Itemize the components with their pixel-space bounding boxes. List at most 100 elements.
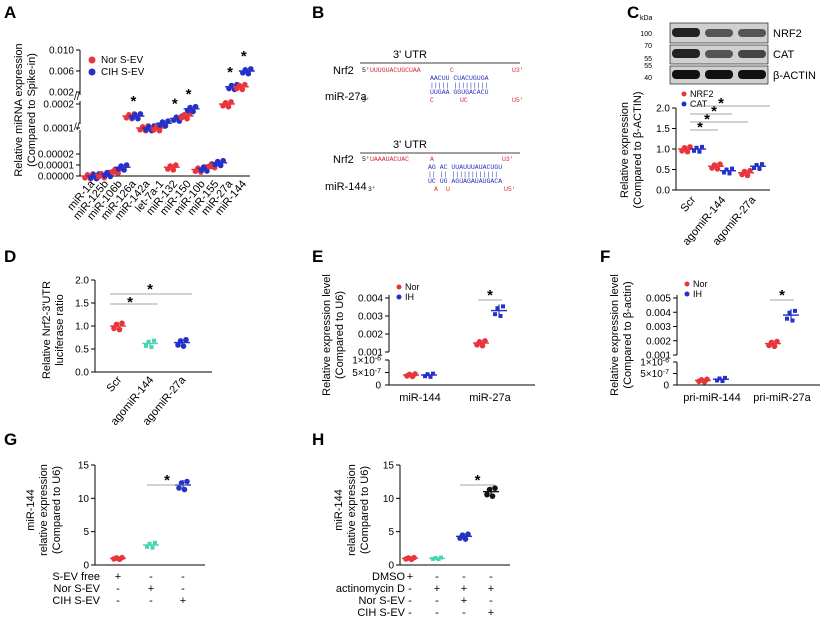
panel-b-botb-1: UC [460, 97, 468, 104]
h-row-mark: + [488, 607, 494, 619]
panel-c-marker-1: 100 [640, 31, 652, 38]
panel-b-mid3-2: UC UG AGUAGAUAUGACA [428, 178, 502, 185]
panel-c-marker-4: 55 [644, 63, 652, 70]
e-ih-point [501, 304, 505, 309]
e-ih-point [493, 312, 497, 317]
panel-b-three-1: 3' [362, 97, 370, 104]
panel-c-ytick: 1.0 [656, 145, 670, 156]
h-group-point [411, 554, 417, 561]
panel-b-utr-1: 3' UTR [393, 49, 427, 61]
panel-d-ytick: 0.0 [75, 368, 89, 379]
e-xlabel: miR-27a [469, 392, 511, 404]
panel-c-chart: kDa 100 70 55 55 40 NRF2 CAT β-ACTIN Rel… [619, 15, 816, 248]
panel-g-chart: miR-144 relative expression (Compared to… [25, 461, 205, 607]
panel-c-cat-point [754, 163, 759, 168]
panel-a-legend-cih: CIH S-EV [101, 67, 145, 78]
h-ytick: 0 [388, 561, 394, 572]
panel-c-cat-point [724, 167, 729, 172]
h-row-mark: - [408, 583, 412, 595]
e-ih-point [431, 371, 435, 376]
panel-a-nor-point [222, 100, 229, 106]
panel-d-group-point [116, 326, 123, 333]
h-row-mark: - [489, 595, 493, 607]
panel-d-group-point [149, 345, 154, 350]
panel-b-mirna-2: miR-144 [325, 181, 367, 193]
panel-b-topgap-2: A [430, 156, 434, 163]
panel-d-ylabel-1: Relative Nrf2-3'UTR [41, 281, 53, 379]
h-row-mark: - [408, 607, 412, 619]
panel-c-kda: kDa [640, 15, 653, 22]
panel-a-ytick: 0.010 [49, 46, 74, 57]
panel-a-cih-point [135, 115, 141, 122]
svg-text://: // [74, 122, 80, 133]
h-row-mark: + [488, 583, 494, 595]
panel-a-star: * [172, 95, 178, 112]
panel-d-ytick: 2.0 [75, 276, 89, 287]
panel-c-cat-point [760, 162, 764, 167]
h-row-label: DMSO [372, 571, 405, 583]
panel-a-cih-point [104, 169, 111, 176]
h-row-mark: + [461, 583, 467, 595]
panel-a-cih-point [123, 162, 130, 168]
f-ytick-low: 1×10-6 [640, 357, 669, 369]
panel-f-ylabel-2: (Compared to β-actin) [622, 281, 634, 388]
e-ytick-low: 0 [375, 381, 381, 392]
panel-a-cih-point [159, 119, 166, 125]
panel-e-legend-ih-dot [396, 294, 402, 300]
panel-a-cih-point [248, 66, 254, 72]
panel-a-cih-point [90, 172, 97, 178]
f-ytick-high: 0.001 [646, 351, 671, 362]
panel-b-mirna-1: miR-27a [325, 91, 367, 103]
panel-a-star: * [186, 86, 192, 103]
panel-b-gene-2: Nrf2 [333, 154, 354, 166]
g-group-point [181, 486, 188, 493]
panel-d-group-point [119, 320, 125, 327]
panel-a-nor-point [115, 170, 121, 176]
f-ih-point [787, 310, 792, 315]
panel-b-top-1: UUUGUACUGCUAA [370, 67, 421, 74]
h-row-label: CIH S-EV [357, 607, 405, 619]
h-row-mark: - [408, 595, 412, 607]
f-ytick-high: 0.004 [646, 308, 671, 319]
panel-g-ylabel-2: relative expression [38, 464, 50, 556]
e-ytick-high: 0.001 [358, 348, 383, 359]
panel-c-nrf2-point [747, 167, 753, 174]
panel-letter-h: H [312, 430, 324, 449]
panel-a-star: * [227, 64, 233, 81]
h-group-point [489, 493, 496, 499]
g-row-mark: - [116, 595, 120, 607]
panel-d-group-point [144, 343, 148, 348]
g-row-mark: + [148, 583, 154, 595]
g-row-mark: - [149, 571, 153, 583]
panel-c-star: * [704, 111, 710, 128]
g-group-point [176, 485, 182, 491]
f-xlabel: pri-miR-144 [683, 392, 740, 404]
g-row-label: Nor S-EV [54, 583, 101, 595]
f-nor-point [771, 343, 778, 350]
panel-c-ylabel-2: (Compared to β-ACTIN) [632, 92, 644, 209]
f-ytick-high: 0.003 [646, 322, 671, 333]
panel-c-cat-point [694, 145, 699, 150]
panel-c-cat-point [697, 149, 702, 154]
g-group-point [153, 540, 157, 545]
h-row-mark: + [434, 583, 440, 595]
panel-c-legend-nrf2-dot [681, 91, 687, 97]
g-ytick: 15 [78, 461, 90, 472]
g-row-label: S-EV free [52, 571, 100, 583]
panel-letter-c: C [627, 3, 639, 22]
panel-b-five-2: 5' [362, 156, 370, 163]
h-group-point [465, 531, 471, 538]
panel-d-group-point [180, 343, 187, 349]
panel-c-legend-cat-dot [681, 101, 687, 107]
h-row-mark: - [435, 571, 439, 583]
panel-a-cih-point [137, 111, 144, 117]
panel-c-legend-nrf2: NRF2 [690, 89, 714, 99]
panel-a-nor-point [170, 167, 177, 173]
panel-b-mid2-2: || || |||||||||||| [428, 171, 498, 178]
panel-c-band-nrf2: NRF2 [773, 28, 802, 40]
panel-b-topend-2: U3' [502, 156, 514, 163]
g-ytick: 10 [78, 494, 90, 505]
g-group-point [145, 544, 149, 549]
g-row-mark: - [181, 571, 185, 583]
panel-a-star: * [241, 48, 247, 65]
